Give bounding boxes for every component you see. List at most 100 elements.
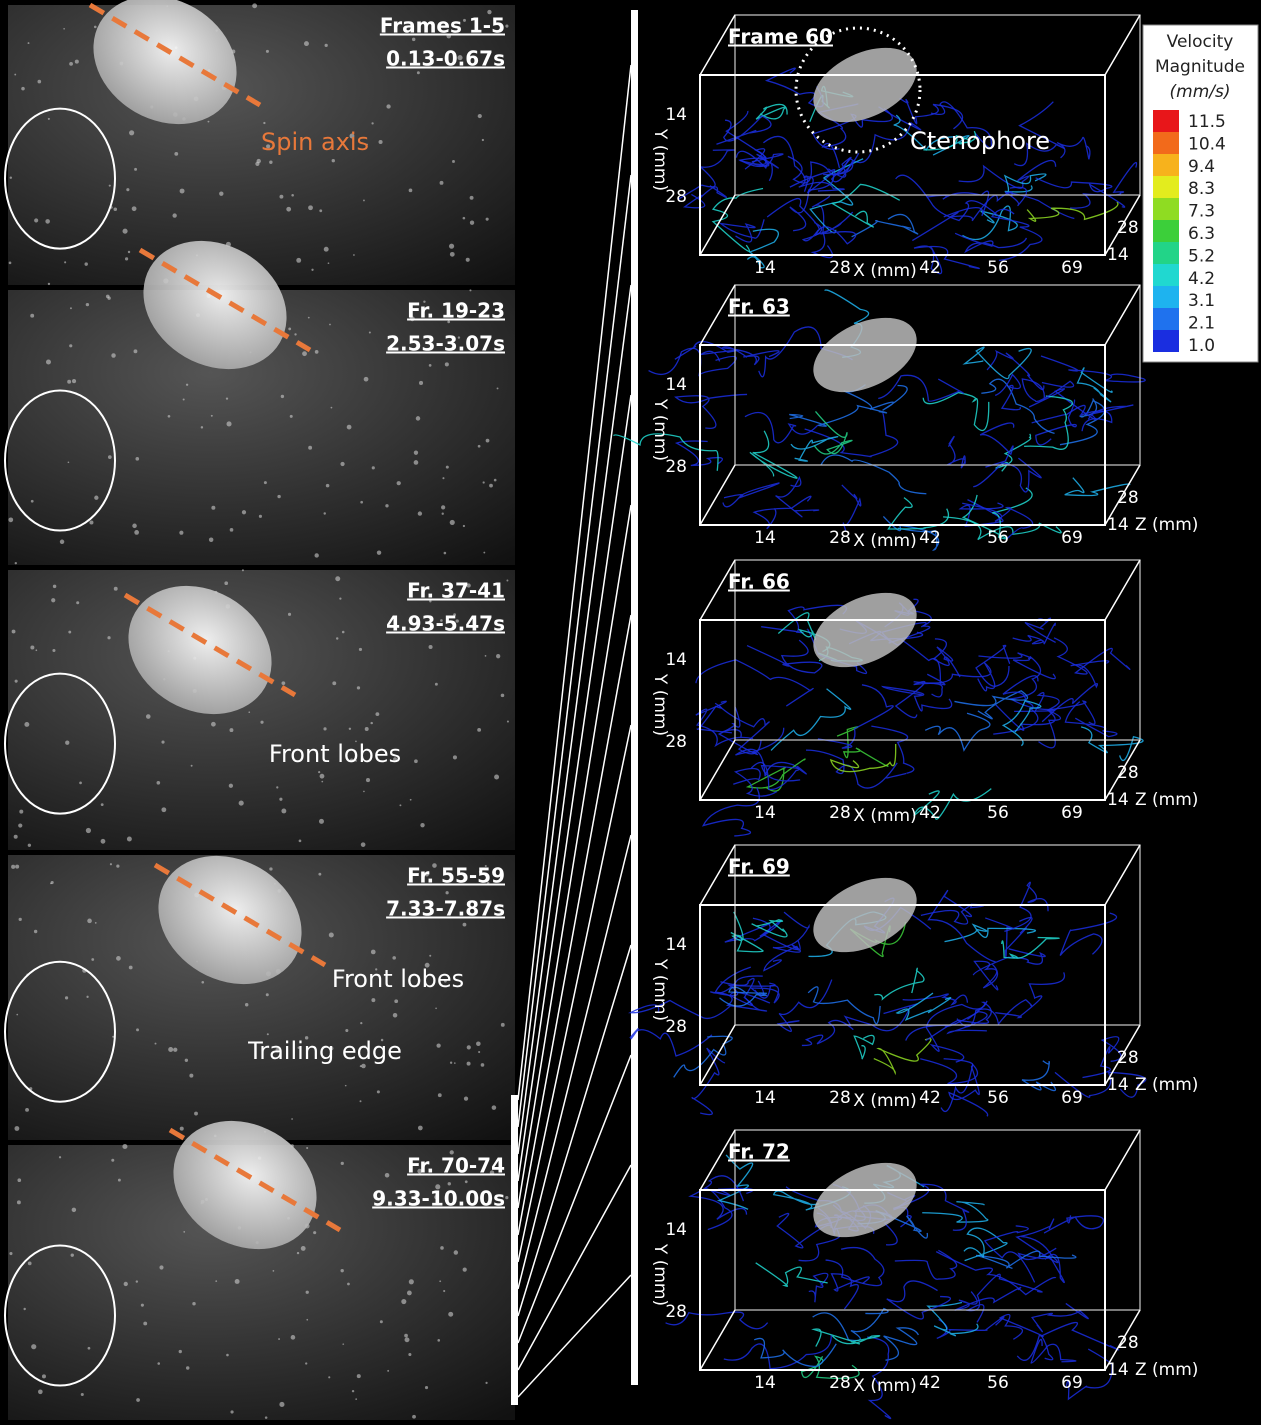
legend-swatch [1153,264,1179,286]
z-tick-label: 14 [1107,790,1129,810]
z-tick-label: 28 [1117,1333,1139,1353]
frame-label: Fr. 19-23 [407,299,505,323]
particle [340,462,344,466]
particle [31,1344,36,1349]
particle [132,206,137,211]
z-tick-label: 14 [1107,515,1129,535]
particle [313,1231,316,1234]
legend-swatch [1153,242,1179,264]
x-tick-label: 56 [987,1373,1009,1393]
particle [414,451,418,455]
particle [51,598,55,602]
particle [450,252,455,257]
particle [308,205,313,210]
particle [38,80,42,84]
particle [136,1398,140,1402]
particle [437,1339,440,1342]
particle [70,307,72,309]
particle [242,510,246,514]
particle [72,379,76,383]
particle [14,835,18,839]
particle [134,530,139,535]
particle [30,645,34,649]
particle [387,1370,389,1372]
particle [409,1279,414,1284]
particle [71,1253,74,1256]
particle [446,891,449,894]
particle [118,1179,121,1182]
x-tick-label: 69 [1061,803,1083,823]
particle [219,191,223,195]
particle [365,727,369,731]
x-axis-label: X (mm) [853,806,916,826]
particle [435,683,438,686]
time-label: 9.33-10.00s [372,1187,505,1211]
particle [101,803,104,806]
z-axis-label: Z (mm) [1135,1075,1198,1095]
x-tick-label: 56 [987,258,1009,278]
time-label: 4.93-5.47s [386,612,505,636]
particle [308,317,310,319]
particle [412,1415,416,1419]
particle [68,631,71,634]
legend-swatch [1153,308,1179,330]
particle [65,996,68,999]
particle [485,1382,487,1384]
particle [64,261,66,263]
particle [363,200,365,202]
particle [186,1366,189,1369]
particle [325,44,328,47]
particle [375,712,379,716]
particle [227,421,232,426]
z-axis-label: Z (mm) [1135,1360,1198,1380]
particle [399,804,401,806]
particle [242,569,244,571]
particle [17,1178,21,1182]
particle [226,1354,229,1357]
frame-label: Fr. 66 [728,570,790,594]
particle [489,484,493,488]
particle [450,520,455,525]
particle [478,445,481,448]
particle [379,140,383,144]
page: Frames 1-50.13-0.67sSpin axisFr. 19-232.… [0,0,1261,1425]
legend-label: 7.3 [1188,202,1215,222]
y-tick-label: 28 [665,457,687,477]
y-tick-label: 14 [665,1220,687,1240]
particle [125,257,128,260]
particle [291,1118,293,1120]
particle [239,801,244,806]
x-tick-label: 14 [754,258,776,278]
particle [420,823,424,827]
particle [294,333,296,335]
particle [45,219,50,224]
particle [436,1043,440,1047]
x-tick-label: 14 [754,528,776,548]
particle [95,922,97,924]
legend-label: 6.3 [1188,224,1215,244]
particle [51,881,54,884]
particle [281,395,284,398]
particle [179,1350,182,1353]
particle [111,353,115,357]
particle [446,466,449,469]
particle [416,416,420,420]
particle [143,1322,147,1326]
x-tick-label: 69 [1061,258,1083,278]
particle [465,1180,468,1183]
particle [464,1096,468,1100]
particle [506,579,508,581]
particle [438,1093,442,1097]
particle [107,636,110,639]
particle [435,1007,437,1009]
legend: VelocityMagnitude(mm/s)11.510.49.48.37.3… [1143,25,1258,362]
particle [371,998,375,1002]
x-tick-label: 28 [829,258,851,278]
particle [505,1196,508,1199]
particle [86,996,88,998]
x-tick-label: 56 [987,1088,1009,1108]
particle [291,194,294,197]
particle [186,384,188,386]
particle [72,1208,76,1212]
legend-label: 5.2 [1188,246,1215,266]
